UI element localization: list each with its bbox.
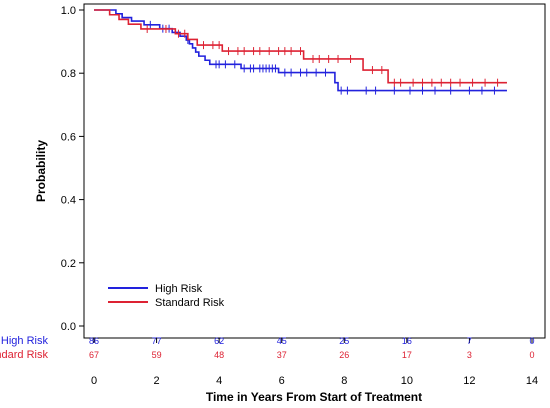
legend-label: Standard Risk [155,297,225,309]
risk-row-label: High Risk [1,335,49,347]
x-tick-label: 6 [279,375,285,387]
x-tick-label: 2 [154,375,160,387]
legend-label: High Risk [155,283,203,295]
risk-count: 16 [402,336,412,346]
risk-count: 3 [467,350,472,360]
risk-count: 25 [339,336,349,346]
risk-count: 0 [529,336,534,346]
risk-count: 17 [402,350,412,360]
risk-row-label: Standard Risk [0,349,48,361]
y-tick-label: 0.0 [61,321,76,333]
risk-table: High Risk 86 77 62 45 25 16 7 0 Standard Risk 67 59… [0,335,535,361]
survival-line [94,9,507,84]
x-tick-label: 10 [401,375,413,387]
risk-count: 62 [214,336,224,346]
x-tick-label: 4 [216,375,222,387]
series-standard-risk [94,9,507,87]
axes: 0.0 0.2 0.4 0.6 0.8 1.0 0 2 4 6 8 10 12 14 [61,5,538,387]
risk-count: 37 [277,350,287,360]
y-axis-title: Probability [34,140,48,202]
risk-count: 48 [214,350,224,360]
x-tick-label: 0 [91,375,97,387]
series-high-risk [94,9,507,95]
x-tick-label: 12 [463,375,475,387]
legend: High Risk Standard Risk [108,283,225,309]
risk-count: 67 [89,350,99,360]
risk-count: 7 [467,336,472,346]
risk-count: 45 [277,336,287,346]
x-tick-label: 8 [341,375,347,387]
risk-count: 77 [152,336,162,346]
y-tick-label: 0.6 [61,131,76,143]
plot-frame [83,3,546,339]
x-tick-label: 14 [526,375,538,387]
survival-curves [94,9,507,95]
risk-count: 59 [152,350,162,360]
risk-count: 0 [529,350,534,360]
risk-count: 26 [339,350,349,360]
x-axis-title: Time in Years From Start of Treatment [206,390,422,404]
y-tick-label: 1.0 [61,5,76,17]
y-tick-label: 0.2 [61,258,76,270]
y-tick-label: 0.8 [61,68,76,80]
risk-count: 86 [89,336,99,346]
y-tick-label: 0.4 [61,195,76,207]
plot-area [83,3,546,339]
